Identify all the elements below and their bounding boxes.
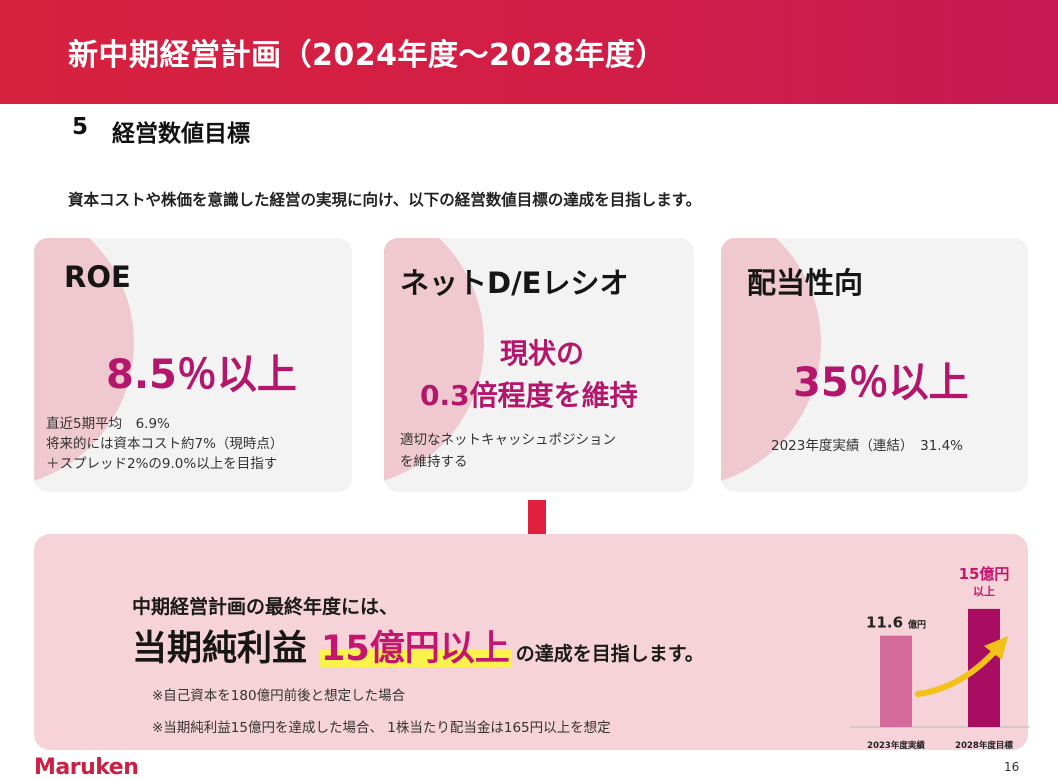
de-title: ネットD/Eレシオ <box>400 266 629 300</box>
page-title: 新中期経営計画（2024年度～2028年度） <box>68 38 666 73</box>
header-bar: 新中期経営計画（2024年度～2028年度） <box>0 0 1058 104</box>
roe-card: ROE 8.5％以上 直近5期平均 6.9% 将来的には資本コスト約7%（現時点… <box>34 238 352 492</box>
section-number: 5 <box>72 114 89 140</box>
maruken-logo: Maruken <box>34 755 139 780</box>
target-metric: 当期純利益 <box>132 629 308 669</box>
roe-note-3: ＋スプレッド2%の9.0%以上を目指す <box>46 456 278 472</box>
section-heading: 5 経営数値目標 <box>72 114 250 148</box>
intro-text: 資本コストや株価を意識した経営の実現に向け、以下の経営数値目標の達成を目指します… <box>68 191 702 209</box>
chart-data-label: 11.6 <box>866 614 903 632</box>
page-number: 16 <box>1004 760 1020 774</box>
target-lead-text: 中期経営計画の最終年度には、 <box>132 596 399 618</box>
target-panel <box>34 534 1028 750</box>
footnote-1: ※自己資本を180億円前後と想定した場合 <box>152 688 406 704</box>
chart-data-label-unit: 以上 <box>973 584 995 598</box>
de-value-line1: 現状の <box>500 337 585 370</box>
payout-note: 2023年度実績（連結） 31.4% <box>771 438 963 454</box>
growth-arrow-head-icon <box>984 636 1008 660</box>
growth-arrow-icon <box>915 645 1001 697</box>
payout-title: 配当性向 <box>747 266 864 300</box>
target-tail-text: の達成を目指します。 <box>515 643 704 665</box>
roe-title: ROE <box>64 260 131 294</box>
footnote-2: ※当期純利益15億円を達成した場合、 1株当たり配当金は165円以上を想定 <box>152 720 611 736</box>
target-statement: 当期純利益 15億円以上 の達成を目指します。 <box>132 620 704 671</box>
de-note-2: を維持する <box>400 454 468 470</box>
section-title: 経営数値目標 <box>112 121 251 147</box>
chart-data-label-unit: 億円 <box>908 619 926 631</box>
payout-ratio-card: 配当性向 35％以上 2023年度実績（連結） 31.4% <box>721 238 1028 492</box>
chart-category-label: 2028年度目標 <box>955 740 1013 751</box>
chart-category-label: 2023年度実績 <box>867 740 925 751</box>
target-amount-highlight: 15億円以上 <box>319 620 512 671</box>
roe-note-2: 将来的には資本コスト約7%（現時点） <box>46 436 284 452</box>
de-ratio-card: ネットD/Eレシオ 現状の 0.3倍程度を維持 適切なネットキャッシュポジション… <box>384 238 694 492</box>
roe-value: 8.5％以上 <box>106 352 297 398</box>
chart-data-label: 15億円 <box>959 566 1010 583</box>
de-value-line2: 0.3倍程度を維持 <box>420 379 638 412</box>
roe-note-1: 直近5期平均 6.9% <box>46 416 170 432</box>
chart-bar-1 <box>880 635 912 727</box>
de-note-1: 適切なネットキャッシュポジション <box>400 432 616 448</box>
profit-bar-chart: 2023年度実績 2028年度目標 11.6 億円 15億円以上 <box>850 566 1030 751</box>
payout-value: 35％以上 <box>793 360 969 406</box>
